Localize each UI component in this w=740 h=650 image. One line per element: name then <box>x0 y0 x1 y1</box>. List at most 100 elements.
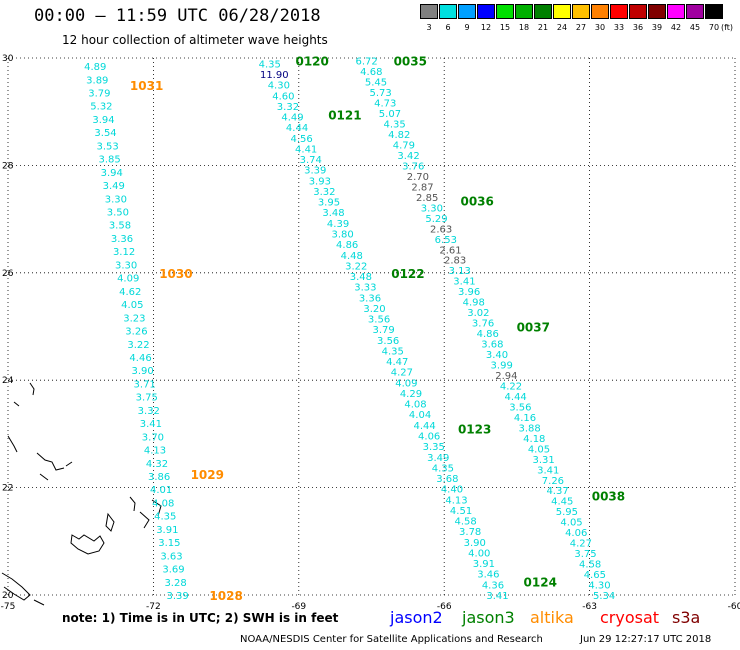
wave-height-value: 3.96 <box>458 287 480 298</box>
coastline-islands <box>1 382 162 606</box>
page-title: 00:00 – 11:59 UTC 06/28/2018 <box>34 6 321 26</box>
wave-height-value: 3.94 <box>92 115 114 126</box>
lon-tick-label: -60 <box>728 602 740 612</box>
wave-height-value: 3.02 <box>467 308 489 319</box>
legend-cryosat: cryosat <box>600 608 660 627</box>
wave-height-value: 3.48 <box>322 208 344 219</box>
wave-height-value: 4.51 <box>450 506 472 517</box>
wave-height-value: 4.29 <box>400 389 422 400</box>
wave-height-value: 4.39 <box>327 219 349 230</box>
wave-height-value: 5.29 <box>425 214 447 225</box>
wave-height-value: 4.62 <box>119 287 141 298</box>
scale-swatch <box>553 4 571 19</box>
wave-height-value: 4.22 <box>500 381 522 392</box>
wave-height-value: 3.41 <box>453 277 475 288</box>
wave-height-value: 4.35 <box>383 120 405 131</box>
lat-tick-label: 28 <box>2 161 14 171</box>
wave-height-value: 3.56 <box>377 336 399 347</box>
scale-swatch <box>686 4 704 19</box>
wave-height-value: 4.41 <box>295 144 317 155</box>
wave-height-value: 3.68 <box>481 340 503 351</box>
wave-height-value: 3.46 <box>477 570 499 581</box>
scale-label: 6 <box>445 23 451 32</box>
wave-height-value: 3.41 <box>486 591 508 602</box>
wave-height-value: 3.32 <box>138 406 160 417</box>
wave-height-value: 4.32 <box>146 459 168 470</box>
wave-height-value: 3.22 <box>127 340 149 351</box>
wave-height-value: 5.45 <box>365 78 387 89</box>
wave-height-value: 2.61 <box>439 245 461 256</box>
scale-label: 27 <box>575 23 587 32</box>
wave-height-value: 4.44 <box>505 392 527 403</box>
wave-height-value: 3.53 <box>96 141 118 152</box>
wave-height-value: 4.86 <box>477 329 499 340</box>
lon-tick-label: -66 <box>437 602 452 612</box>
pass-time-label: 0124 <box>524 576 557 590</box>
wave-height-value: 3.30 <box>115 260 137 271</box>
wave-height-value: 3.75 <box>574 549 596 560</box>
wave-height-value: 4.65 <box>584 570 606 581</box>
wave-height-value: 4.00 <box>468 548 490 559</box>
wave-height-value: 4.16 <box>514 413 536 424</box>
wave-height-value: 3.35 <box>423 442 445 453</box>
wave-height-value: 5.73 <box>369 88 391 99</box>
wave-height-value: 4.45 <box>551 497 573 508</box>
wave-height-value: 4.98 <box>463 298 485 309</box>
wave-height-value: 2.70 <box>407 172 429 183</box>
wave-height-value: 3.26 <box>125 327 147 338</box>
lat-tick-label: 24 <box>2 376 14 386</box>
pass-time-label: 0120 <box>295 55 328 69</box>
wave-height-value: 3.89 <box>86 75 108 86</box>
pass-time-label: 0121 <box>328 108 361 122</box>
legend-jason3: jason3 <box>462 608 515 627</box>
wave-height-value: 3.90 <box>131 366 153 377</box>
wave-height-value: 3.78 <box>459 527 481 538</box>
wave-height-value: 3.49 <box>427 453 449 464</box>
wave-height-value: 3.22 <box>345 261 367 272</box>
wave-height-value: 3.32 <box>313 187 335 198</box>
wave-height-value: 3.70 <box>142 432 164 443</box>
scale-swatch <box>496 4 514 19</box>
lon-tick-label: -72 <box>146 602 161 612</box>
wave-height-value: 3.85 <box>99 155 121 166</box>
wave-height-value: 4.60 <box>272 91 294 102</box>
wave-height-value: 4.37 <box>546 486 568 497</box>
wave-height-value: 3.36 <box>111 234 133 245</box>
wave-height-value: 4.01 <box>150 485 172 496</box>
wave-height-value: 3.75 <box>136 393 158 404</box>
wave-height-value: 4.13 <box>445 495 467 506</box>
lon-tick-label: -63 <box>582 602 597 612</box>
scale-label: 39 <box>651 23 663 32</box>
wave-height-value: 3.42 <box>397 151 419 162</box>
wave-height-value: 5.95 <box>556 507 578 518</box>
scale-swatch <box>648 4 666 19</box>
scale-swatch <box>439 4 457 19</box>
wave-height-value: 2.63 <box>430 224 452 235</box>
scale-swatch <box>572 4 590 19</box>
wave-height-value: 3.36 <box>359 293 381 304</box>
wave-height-value: 4.35 <box>432 463 454 474</box>
wave-height-value: 3.15 <box>158 538 180 549</box>
wave-height-value: 3.54 <box>94 128 116 139</box>
wave-height-value: 3.49 <box>103 181 125 192</box>
wave-height-value: 4.13 <box>144 446 166 457</box>
wave-height-value: 3.30 <box>421 203 443 214</box>
wave-height-value: 3.48 <box>350 272 372 283</box>
wave-height-value: 11.90 <box>260 70 289 81</box>
wave-height-value: 3.56 <box>368 315 390 326</box>
scale-swatch <box>534 4 552 19</box>
wave-height-value: 4.82 <box>388 130 410 141</box>
wave-height-value: 7.26 <box>542 476 564 487</box>
wave-height-value: 4.49 <box>281 113 303 124</box>
wave-height-value: 4.79 <box>393 140 415 151</box>
scale-label: 24 <box>556 23 568 32</box>
scale-swatch <box>591 4 609 19</box>
scale-label: 12 <box>480 23 492 32</box>
wave-height-value: 4.44 <box>286 123 308 134</box>
wave-height-value: 4.35 <box>382 346 404 357</box>
scale-swatch <box>667 4 685 19</box>
wave-height-value: 2.83 <box>444 256 466 267</box>
scale-label: 36 <box>632 23 644 32</box>
satellite-tracks: 4.89 3.89 3.79 5.32 3.94 3.54 3.53 3.85 3.94 3.49… <box>84 55 625 603</box>
wave-height-value: 3.71 <box>134 379 156 390</box>
